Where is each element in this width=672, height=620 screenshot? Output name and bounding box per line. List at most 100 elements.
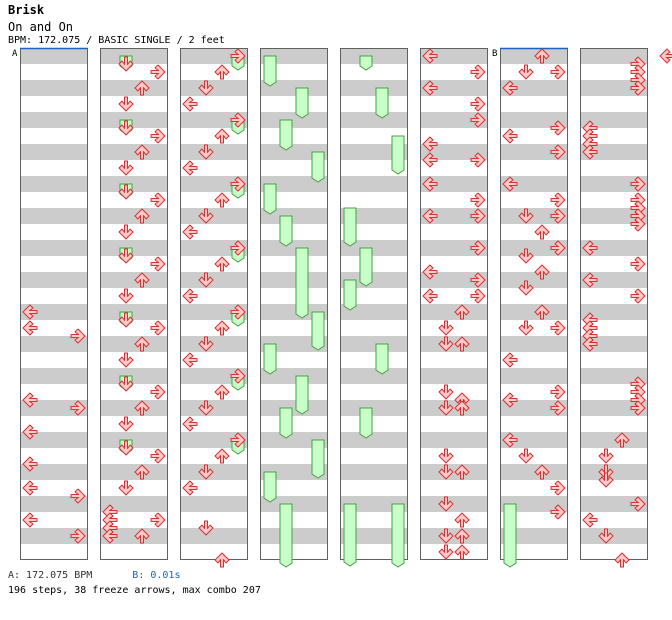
step-arrow-down <box>438 400 454 416</box>
song-artist: On and On <box>8 20 74 34</box>
step-arrow-down <box>118 96 134 112</box>
beat-stripe <box>340 144 408 160</box>
beat-stripe <box>340 176 408 192</box>
step-arrow-down <box>198 208 214 224</box>
freeze-arrow-left <box>263 471 277 503</box>
freeze-arrow-down <box>279 119 293 151</box>
step-arrow-left <box>182 416 198 432</box>
step-arrow-left <box>182 160 198 176</box>
step-arrow-up <box>454 544 470 560</box>
step-arrow-right <box>630 288 646 304</box>
beat-stripe <box>20 80 88 96</box>
step-arrow-right <box>550 208 566 224</box>
beat-stripe <box>340 304 408 320</box>
beat-stripe <box>180 496 248 512</box>
step-arrow-left <box>502 392 518 408</box>
freeze-arrow-down <box>359 407 373 439</box>
beat-stripe <box>420 528 488 544</box>
beat-stripe <box>100 464 168 480</box>
step-arrow-up <box>214 448 230 464</box>
column-border <box>100 48 168 560</box>
step-arrow-left <box>422 48 438 64</box>
step-arrow-up <box>134 336 150 352</box>
freeze-arrow-up <box>295 375 309 415</box>
step-arrow-up <box>134 144 150 160</box>
step-arrow-left <box>502 80 518 96</box>
step-arrow-right <box>230 48 246 64</box>
step-arrow-right <box>470 152 486 168</box>
step-arrow-down <box>598 464 614 480</box>
step-arrow-right <box>550 64 566 80</box>
beat-stripe <box>420 48 488 64</box>
step-arrow-down <box>438 336 454 352</box>
beat-stripe <box>100 240 168 256</box>
beat-stripe <box>500 464 568 480</box>
step-arrow-up <box>534 264 550 280</box>
step-arrow-left <box>422 264 438 280</box>
step-arrow-up <box>214 320 230 336</box>
beat-stripe <box>580 176 648 192</box>
beat-stripe <box>420 336 488 352</box>
beat-stripe <box>100 400 168 416</box>
beat-stripe <box>180 528 248 544</box>
step-arrow-left <box>422 176 438 192</box>
beat-stripe <box>500 336 568 352</box>
step-arrow-right <box>70 488 86 504</box>
beat-stripe <box>20 272 88 288</box>
step-arrow-down <box>438 448 454 464</box>
beat-stripe <box>180 48 248 64</box>
bpm-a-label: A: 172.075 BPM <box>8 570 93 581</box>
beat-stripe <box>20 432 88 448</box>
step-arrow-right <box>550 384 566 400</box>
freeze-arrow-down <box>359 247 373 287</box>
step-arrow-down <box>198 464 214 480</box>
step-arrow-right <box>630 80 646 96</box>
step-arrow-right <box>470 240 486 256</box>
step-arrow-left <box>422 136 438 152</box>
beat-stripe <box>580 272 648 288</box>
step-arrow-right <box>630 256 646 272</box>
beat-stripe <box>20 112 88 128</box>
chart-column <box>260 48 328 560</box>
step-arrow-down <box>518 320 534 336</box>
freeze-arrow-right <box>311 439 325 479</box>
beat-stripe <box>420 112 488 128</box>
step-arrow-up <box>214 384 230 400</box>
freeze-arrow-up <box>375 87 389 119</box>
marker-label: B <box>492 49 497 59</box>
step-arrow-right <box>230 368 246 384</box>
step-arrow-left <box>22 304 38 320</box>
beat-stripe <box>180 368 248 384</box>
beat-stripe <box>260 176 328 192</box>
step-arrow-right <box>470 64 486 80</box>
beat-stripe <box>100 304 168 320</box>
step-arrow-down <box>118 248 134 264</box>
beat-stripe <box>20 240 88 256</box>
step-arrow-up <box>534 304 550 320</box>
beat-stripe <box>340 432 408 448</box>
beat-stripe <box>20 304 88 320</box>
step-arrow-up <box>134 80 150 96</box>
step-arrow-left <box>582 336 598 352</box>
beat-stripe <box>20 208 88 224</box>
beat-stripe <box>100 48 168 64</box>
beat-stripe <box>340 336 408 352</box>
beat-stripe <box>500 272 568 288</box>
step-arrow-left <box>182 288 198 304</box>
step-arrow-down <box>438 496 454 512</box>
step-arrow-down <box>518 208 534 224</box>
column-border <box>180 48 248 560</box>
step-arrow-down <box>518 248 534 264</box>
beat-stripe <box>260 528 328 544</box>
step-arrow-up <box>534 464 550 480</box>
beat-stripe <box>100 80 168 96</box>
step-arrow-up <box>214 64 230 80</box>
step-arrow-down <box>518 448 534 464</box>
step-arrow-down <box>118 160 134 176</box>
step-arrow-right <box>470 192 486 208</box>
step-arrow-down <box>118 480 134 496</box>
step-arrow-left <box>582 144 598 160</box>
step-arrow-left <box>502 128 518 144</box>
beat-stripe <box>20 48 88 64</box>
column-border <box>420 48 488 560</box>
